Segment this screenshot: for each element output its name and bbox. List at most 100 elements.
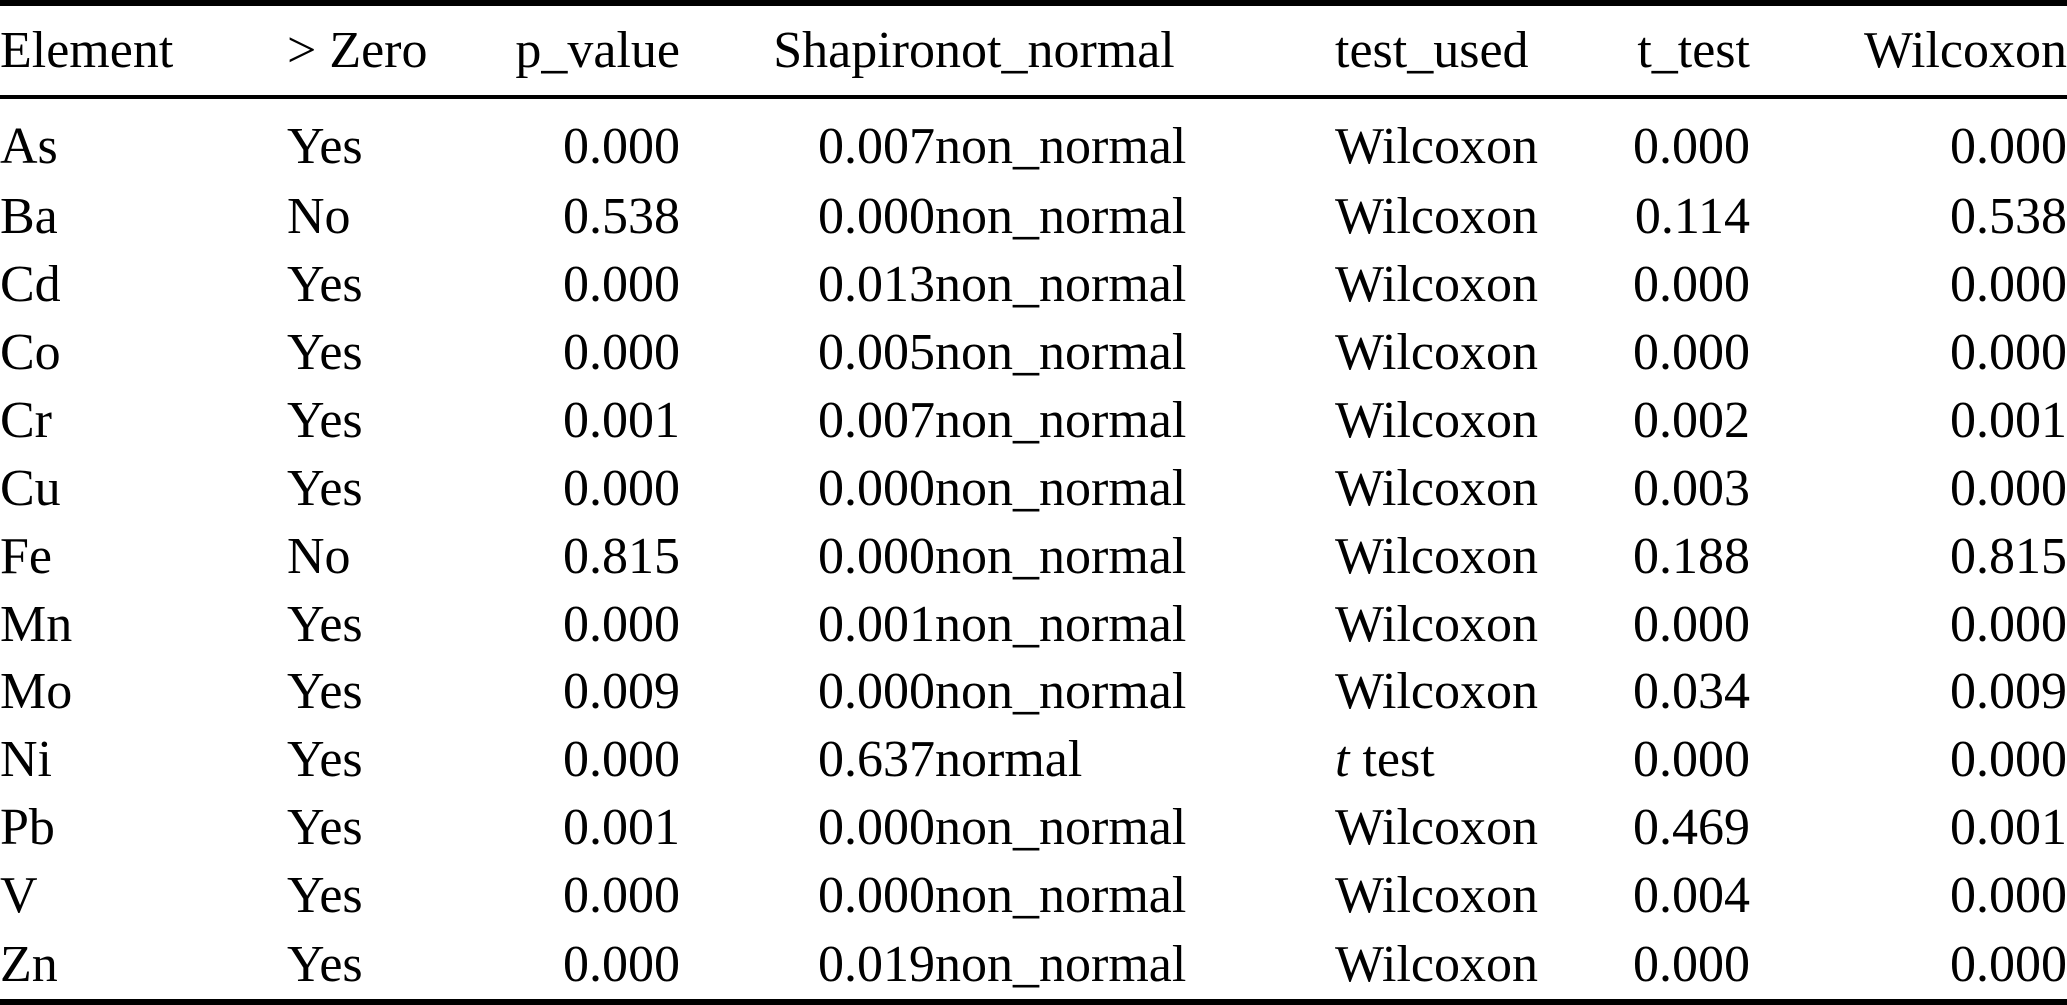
cell-shapiro: 0.000 bbox=[818, 867, 935, 925]
cell-shapiro: 0.000 bbox=[818, 459, 935, 517]
column-header-element: Element bbox=[0, 3, 287, 99]
cell-shapiro: 0.001 bbox=[818, 595, 935, 653]
table-row-as: As Yes 0.000 0.007 non_normal Wilcoxon 0.000 0.… bbox=[0, 97, 2067, 183]
cell-wilcoxon: 0.000 bbox=[1950, 459, 2067, 517]
table-header-row: Element > Zero p_value Shapiro not_normal tes… bbox=[0, 3, 2067, 99]
cell-not_normal: non_normal bbox=[935, 935, 1187, 993]
cell-wilcoxon: 0.000 bbox=[1950, 731, 2067, 789]
cell-wilcoxon: 0.538 bbox=[1950, 188, 2067, 246]
cell-element: Zn bbox=[0, 935, 58, 993]
table-row-ni: Ni Yes 0.000 0.637 normal t test 0.000 0.000 bbox=[0, 726, 2067, 794]
cell-gt_zero: Yes bbox=[287, 256, 363, 314]
cell-gt_zero: Yes bbox=[287, 323, 363, 381]
cell-p_value: 0.001 bbox=[563, 391, 680, 449]
cell-shapiro: 0.019 bbox=[818, 935, 935, 993]
table-row-pb: Pb Yes 0.001 0.000 non_normal Wilcoxon 0.469 0.… bbox=[0, 794, 2067, 862]
cell-element: Pb bbox=[0, 799, 55, 857]
cell-not_normal: non_normal bbox=[935, 391, 1187, 449]
cell-p_value: 0.001 bbox=[563, 799, 680, 857]
cell-not_normal: non_normal bbox=[935, 256, 1187, 314]
cell-test_used: Wilcoxon bbox=[1335, 867, 1538, 925]
cell-gt_zero: Yes bbox=[287, 391, 363, 449]
cell-t_test: 0.000 bbox=[1633, 731, 1750, 789]
cell-test_used: Wilcoxon bbox=[1335, 527, 1538, 585]
cell-p_value: 0.000 bbox=[563, 256, 680, 314]
cell-p_value: 0.000 bbox=[563, 323, 680, 381]
table-row-zn: Zn Yes 0.000 0.019 non_normal Wilcoxon 0.000 0.… bbox=[0, 930, 2067, 1002]
column-header-t_test: t_test bbox=[1630, 3, 1750, 99]
cell-wilcoxon: 0.000 bbox=[1950, 256, 2067, 314]
cell-not_normal: non_normal bbox=[935, 867, 1187, 925]
cell-gt_zero: Yes bbox=[287, 867, 363, 925]
cell-element: V bbox=[0, 867, 38, 925]
cell-test_used: t test bbox=[1335, 731, 1435, 789]
italic-t: t bbox=[1335, 731, 1350, 789]
cell-gt_zero: No bbox=[287, 527, 351, 585]
cell-not_normal: non_normal bbox=[935, 323, 1187, 381]
cell-shapiro: 0.013 bbox=[818, 256, 935, 314]
cell-wilcoxon: 0.001 bbox=[1950, 799, 2067, 857]
column-header-test_used: test_used bbox=[1335, 3, 1630, 99]
table-row-ba: Ba No 0.538 0.000 non_normal Wilcoxon 0.114 0.5… bbox=[0, 183, 2067, 251]
cell-not_normal: non_normal bbox=[935, 118, 1187, 176]
cell-test_used: Wilcoxon bbox=[1335, 256, 1538, 314]
cell-not_normal: normal bbox=[935, 731, 1083, 789]
cell-wilcoxon: 0.009 bbox=[1950, 663, 2067, 721]
cell-t_test: 0.034 bbox=[1633, 663, 1750, 721]
cell-element: Ni bbox=[0, 731, 52, 789]
cell-gt_zero: Yes bbox=[287, 935, 363, 993]
cell-t_test: 0.000 bbox=[1633, 595, 1750, 653]
cell-test_used: Wilcoxon bbox=[1335, 595, 1538, 653]
table-row-cr: Cr Yes 0.001 0.007 non_normal Wilcoxon 0.002 0.… bbox=[0, 387, 2067, 455]
cell-t_test: 0.000 bbox=[1633, 118, 1750, 176]
cell-wilcoxon: 0.000 bbox=[1950, 935, 2067, 993]
column-header-wilcoxon: Wilcoxon bbox=[1750, 3, 2067, 99]
cell-test_used: Wilcoxon bbox=[1335, 459, 1538, 517]
cell-t_test: 0.000 bbox=[1633, 323, 1750, 381]
cell-not_normal: non_normal bbox=[935, 799, 1187, 857]
cell-element: Ba bbox=[0, 188, 58, 246]
cell-p_value: 0.000 bbox=[563, 459, 680, 517]
table-row-cd: Cd Yes 0.000 0.013 non_normal Wilcoxon 0.000 0.… bbox=[0, 251, 2067, 319]
cell-t_test: 0.003 bbox=[1633, 459, 1750, 517]
table-body: As Yes 0.000 0.007 non_normal Wilcoxon 0.000 0.… bbox=[0, 97, 2067, 1002]
cell-gt_zero: No bbox=[287, 188, 351, 246]
cell-element: Cr bbox=[0, 391, 52, 449]
cell-element: As bbox=[0, 118, 58, 176]
table-row-v: V Yes 0.000 0.000 non_normal Wilcoxon 0.004 0.0… bbox=[0, 862, 2067, 930]
cell-t_test: 0.469 bbox=[1633, 799, 1750, 857]
cell-not_normal: non_normal bbox=[935, 459, 1187, 517]
cell-gt_zero: Yes bbox=[287, 799, 363, 857]
cell-element: Cu bbox=[0, 459, 61, 517]
table-header: Element > Zero p_value Shapiro not_normal tes… bbox=[0, 3, 2067, 99]
cell-element: Fe bbox=[0, 527, 52, 585]
cell-p_value: 0.538 bbox=[563, 188, 680, 246]
cell-shapiro: 0.000 bbox=[818, 527, 935, 585]
cell-p_value: 0.000 bbox=[563, 867, 680, 925]
cell-not_normal: non_normal bbox=[935, 527, 1187, 585]
cell-gt_zero: Yes bbox=[287, 118, 363, 176]
cell-p_value: 0.000 bbox=[563, 935, 680, 993]
column-header-gt_zero: > Zero bbox=[287, 3, 500, 99]
column-header-not_normal: not_normal bbox=[935, 3, 1335, 99]
cell-element: Mn bbox=[0, 595, 73, 653]
table-row-mo: Mo Yes 0.009 0.000 non_normal Wilcoxon 0.034 0.… bbox=[0, 659, 2067, 727]
cell-wilcoxon: 0.000 bbox=[1950, 867, 2067, 925]
cell-gt_zero: Yes bbox=[287, 595, 363, 653]
column-header-shapiro: Shapiro bbox=[680, 3, 935, 99]
cell-not_normal: non_normal bbox=[935, 188, 1187, 246]
cell-t_test: 0.114 bbox=[1634, 188, 1750, 246]
cell-shapiro: 0.000 bbox=[818, 663, 935, 721]
cell-gt_zero: Yes bbox=[287, 731, 363, 789]
cell-p_value: 0.815 bbox=[563, 527, 680, 585]
cell-p_value: 0.000 bbox=[563, 731, 680, 789]
cell-not_normal: non_normal bbox=[935, 663, 1187, 721]
cell-gt_zero: Yes bbox=[287, 663, 363, 721]
table-row-fe: Fe No 0.815 0.000 non_normal Wilcoxon 0.188 0.8… bbox=[0, 523, 2067, 591]
cell-test_used: Wilcoxon bbox=[1335, 799, 1538, 857]
cell-shapiro: 0.007 bbox=[818, 391, 935, 449]
cell-wilcoxon: 0.000 bbox=[1950, 118, 2067, 176]
cell-test_used: Wilcoxon bbox=[1335, 391, 1538, 449]
cell-t_test: 0.000 bbox=[1633, 935, 1750, 993]
